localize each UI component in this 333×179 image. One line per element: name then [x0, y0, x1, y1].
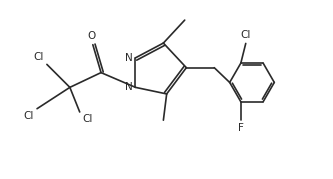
Text: Cl: Cl	[23, 111, 34, 121]
Text: N: N	[125, 53, 133, 63]
Text: Cl: Cl	[82, 114, 93, 124]
Text: F: F	[238, 123, 244, 133]
Text: N: N	[125, 82, 133, 92]
Text: Cl: Cl	[240, 30, 251, 40]
Text: O: O	[87, 32, 95, 41]
Text: Cl: Cl	[33, 52, 44, 62]
